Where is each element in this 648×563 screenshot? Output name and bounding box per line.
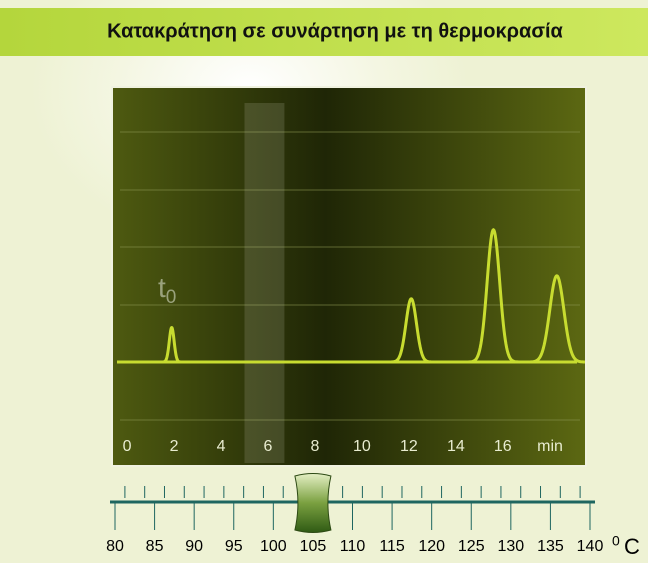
grid xyxy=(120,131,580,421)
peak xyxy=(467,228,520,364)
slider-tick-label: 115 xyxy=(379,538,405,555)
x-tick-label: 8 xyxy=(310,438,319,455)
slider-tick-label: 95 xyxy=(225,538,243,555)
peak xyxy=(160,326,183,364)
slider-tick-label: 135 xyxy=(537,538,564,555)
x-tick-label: 0 xyxy=(123,438,132,455)
t0-subscript: 0 xyxy=(166,287,177,308)
slider-tick-label: 90 xyxy=(185,538,203,555)
unit-superscript: 0 xyxy=(612,533,620,549)
slider-tick-label: 100 xyxy=(260,538,287,555)
x-tick-label: 12 xyxy=(400,438,418,455)
slider-tick-label: 105 xyxy=(300,538,327,555)
time-band xyxy=(244,103,285,463)
slider-thumb[interactable] xyxy=(294,473,332,533)
slider-tick-label: 110 xyxy=(340,538,366,555)
x-tick-label: 16 xyxy=(494,438,512,455)
t0-label: t0 xyxy=(158,272,176,308)
x-tick-label: 4 xyxy=(217,438,226,455)
unit: C xyxy=(624,534,640,559)
plot-area xyxy=(111,86,587,467)
x-tick-label: 14 xyxy=(447,438,465,455)
slider-tick-label: 125 xyxy=(458,538,485,555)
slider-tick-label: 130 xyxy=(497,538,524,555)
title-bar xyxy=(0,8,648,56)
peak xyxy=(389,297,434,364)
peak xyxy=(527,274,586,364)
title: Κατακράτηση σε συνάρτηση με τη θερμοκρασ… xyxy=(107,20,563,42)
slider-tick-label: 120 xyxy=(418,538,445,555)
slider-tick-label: 85 xyxy=(146,538,164,555)
x-unit: min xyxy=(537,438,563,455)
x-tick-label: 10 xyxy=(353,438,371,455)
slider-tick-label: 140 xyxy=(577,538,604,555)
x-tick-label: 2 xyxy=(170,438,179,455)
t0-letter: t xyxy=(158,272,166,303)
x-tick-label: 6 xyxy=(264,438,273,455)
slider-tick-label: 80 xyxy=(106,538,124,555)
